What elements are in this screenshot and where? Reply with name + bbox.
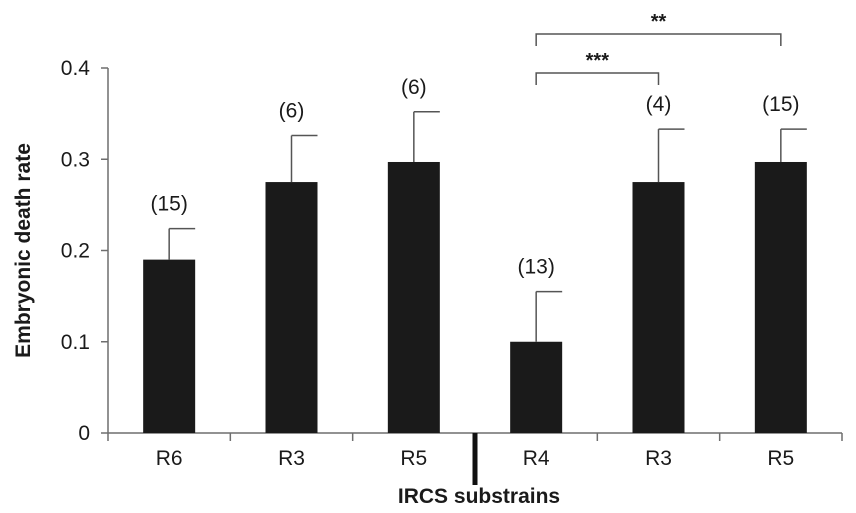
significance-brackets: *****	[535, 11, 782, 85]
y-axis-title: Embryonic death rate	[12, 143, 35, 358]
significance-bracket	[535, 72, 660, 85]
x-category-label: R5	[767, 447, 794, 470]
y-tick-label: 0.3	[61, 148, 90, 171]
x-axis-title: IRCS substrains	[398, 485, 560, 508]
bar	[632, 182, 685, 433]
x-category-label: R4	[523, 447, 550, 470]
y-tick-label: 0.4	[61, 57, 91, 80]
group-separator	[472, 433, 478, 485]
x-category-label: R3	[645, 447, 672, 470]
bars: (15) (6) (6) (13) (4) (15)	[143, 76, 807, 434]
x-category-label: R5	[400, 447, 427, 470]
bar	[143, 259, 196, 433]
x-axis: R6 R3 R5 R4 R3 R5	[107, 432, 843, 485]
y-tick-label: 0.1	[61, 331, 90, 354]
sample-size-label: (15)	[150, 193, 187, 216]
sample-size-label: (6)	[401, 76, 427, 99]
significance-label: **	[651, 11, 667, 33]
y-tick-label: 0	[78, 422, 90, 445]
bar	[265, 182, 318, 433]
sample-size-label: (15)	[762, 93, 799, 116]
bar	[754, 161, 807, 434]
sample-size-label: (4)	[646, 93, 672, 116]
bar	[387, 161, 440, 434]
y-axis: 0 0.1 0.2 0.3 0.4	[61, 57, 109, 445]
bar	[510, 341, 563, 433]
sample-size-label: (6)	[279, 100, 305, 123]
x-category-label: R6	[156, 447, 183, 470]
y-tick-label: 0.2	[61, 240, 90, 263]
significance-label: ***	[586, 50, 610, 72]
significance-bracket	[535, 33, 782, 46]
x-category-label: R3	[278, 447, 305, 470]
sample-size-label: (13)	[517, 256, 554, 279]
